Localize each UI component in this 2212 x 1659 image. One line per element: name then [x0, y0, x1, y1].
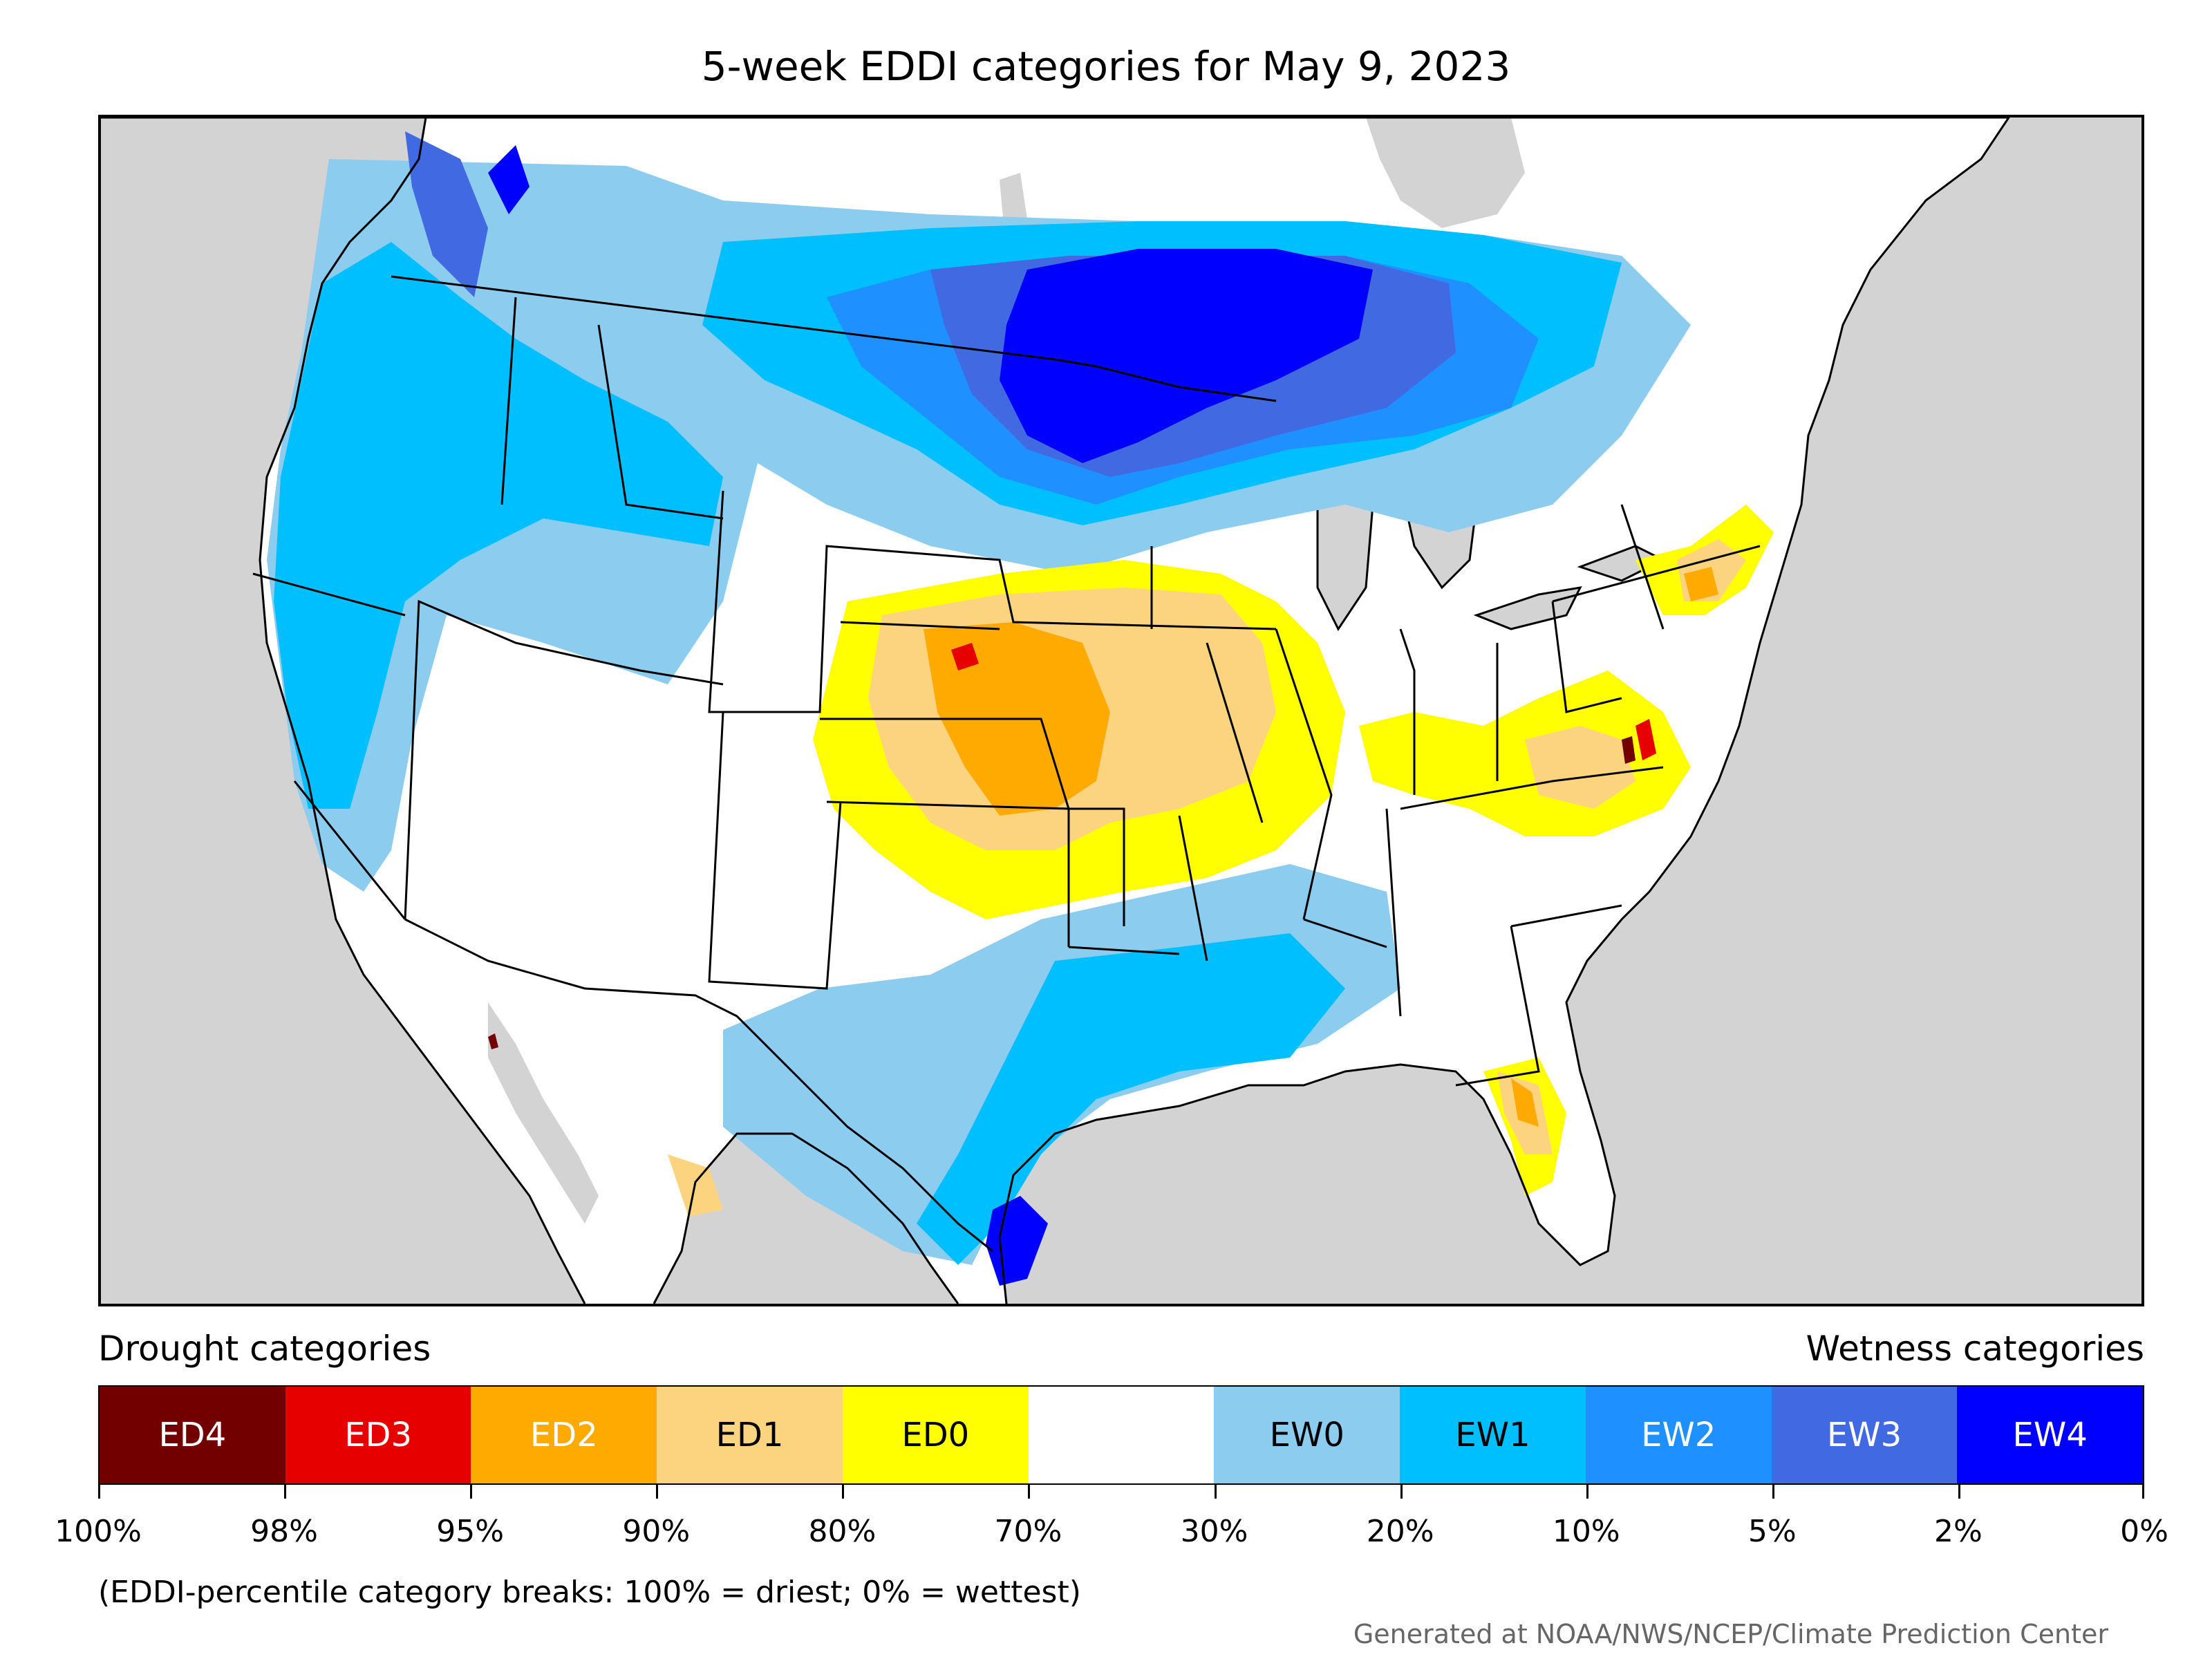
map-title: 5-week EDDI categories for May 9, 2023 — [701, 43, 1511, 90]
ew4-region — [488, 145, 1373, 1286]
ew1-gulf — [917, 933, 1345, 1265]
colorbar-tick — [2142, 1485, 2144, 1499]
eddi-map — [98, 115, 2144, 1306]
drought-heading: Drought categories — [98, 1329, 431, 1369]
colorbar-cell-ew0: EW0 — [1214, 1387, 1400, 1483]
wetness-regions — [267, 131, 1691, 1286]
colorbar-cell-ed4: ED4 — [100, 1387, 285, 1483]
colorbar-tick-label: 80% — [808, 1514, 877, 1549]
colorbar-tick — [1214, 1485, 1217, 1499]
colorbar-tick-label: 100% — [55, 1514, 142, 1549]
hudson-bay — [1366, 118, 1525, 228]
colorbar-cell-ed2: ED2 — [471, 1387, 657, 1483]
category-note: (EDDI-percentile category breaks: 100% =… — [98, 1575, 1081, 1610]
colorbar-tick — [284, 1485, 287, 1499]
colorbar-cell-ew3: EW3 — [1771, 1387, 1958, 1483]
wetness-heading: Wetness categories — [1806, 1329, 2144, 1369]
colorbar-cell-ew1: EW1 — [1400, 1387, 1586, 1483]
map-canvas — [101, 118, 2141, 1304]
colorbar-cell-ew4: EW4 — [1957, 1387, 2144, 1483]
colorbar-tick-label: 90% — [622, 1514, 691, 1549]
colorbar-tick-label: 0% — [2120, 1514, 2168, 1549]
colorbar-ticks — [98, 1485, 2144, 1499]
colorbar-tick — [470, 1485, 473, 1499]
drought-regions — [488, 505, 1774, 1217]
gulf-of-california — [488, 1002, 599, 1224]
colorbar-tick — [1772, 1485, 1774, 1499]
colorbar-cell-ed0: ED0 — [842, 1387, 1029, 1483]
colorbar-cell-ed3: ED3 — [285, 1387, 471, 1483]
coastline — [101, 118, 2010, 1304]
colorbar-tick — [1400, 1485, 1403, 1499]
colorbar-tick-label: 2% — [1934, 1514, 1983, 1549]
state-lines — [252, 297, 1761, 1087]
colorbar-tick — [656, 1485, 659, 1499]
colorbar-cell-normal — [1028, 1387, 1215, 1483]
us-canada-border — [391, 275, 1277, 402]
boundaries — [252, 275, 1761, 1253]
colorbar-tick — [1586, 1485, 1588, 1499]
us-mexico-border — [404, 918, 993, 1253]
colorbar-tick-label: 95% — [436, 1514, 505, 1549]
colorbar-tick-label: 70% — [994, 1514, 1062, 1549]
credit-line: Generated at NOAA/NWS/NCEP/Climate Predi… — [1353, 1619, 2108, 1649]
colorbar-cell-ed1: ED1 — [657, 1387, 843, 1483]
colorbar-tick — [98, 1485, 100, 1499]
category-colorbar: ED4 ED3 ED2 ED1 ED0 EW0 EW1 EW2 EW3 EW4 — [98, 1385, 2144, 1485]
colorbar-tick-label: 30% — [1180, 1514, 1248, 1549]
colorbar-tick — [1958, 1485, 1960, 1499]
colorbar-tick-label: 98% — [250, 1514, 318, 1549]
colorbar-tick — [842, 1485, 845, 1499]
ew1-west — [274, 242, 723, 809]
colorbar-tick — [1028, 1485, 1031, 1499]
colorbar-tick-label: 10% — [1552, 1514, 1620, 1549]
colorbar-tick-label: 20% — [1366, 1514, 1434, 1549]
colorbar-cell-ew2: EW2 — [1585, 1387, 1772, 1483]
colorbar-tick-label: 5% — [1747, 1514, 1797, 1549]
